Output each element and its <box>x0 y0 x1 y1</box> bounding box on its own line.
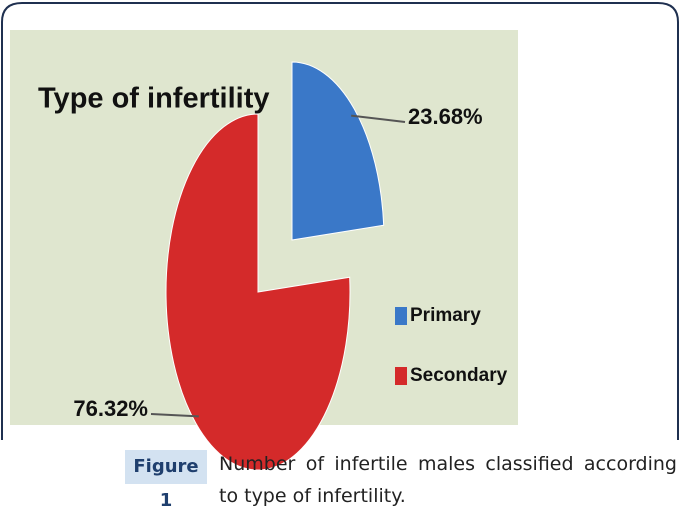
data-label: 76.32% <box>73 396 148 421</box>
legend-label: Secondary <box>410 365 508 386</box>
data-label: 23.68% <box>408 104 483 129</box>
legend-swatch <box>395 307 407 325</box>
leader-line <box>351 114 406 123</box>
pie-slice <box>165 113 351 471</box>
legend-label: Primary <box>410 305 481 326</box>
figure-caption: Number of infertile males classified acc… <box>219 453 677 507</box>
pie-slice <box>291 61 385 241</box>
figure-label: Figure 1 <box>125 450 207 511</box>
leader-line <box>150 413 199 418</box>
chart-title: Type of infertility <box>38 83 269 115</box>
legend-swatch <box>395 367 407 385</box>
frame <box>1 2 679 440</box>
